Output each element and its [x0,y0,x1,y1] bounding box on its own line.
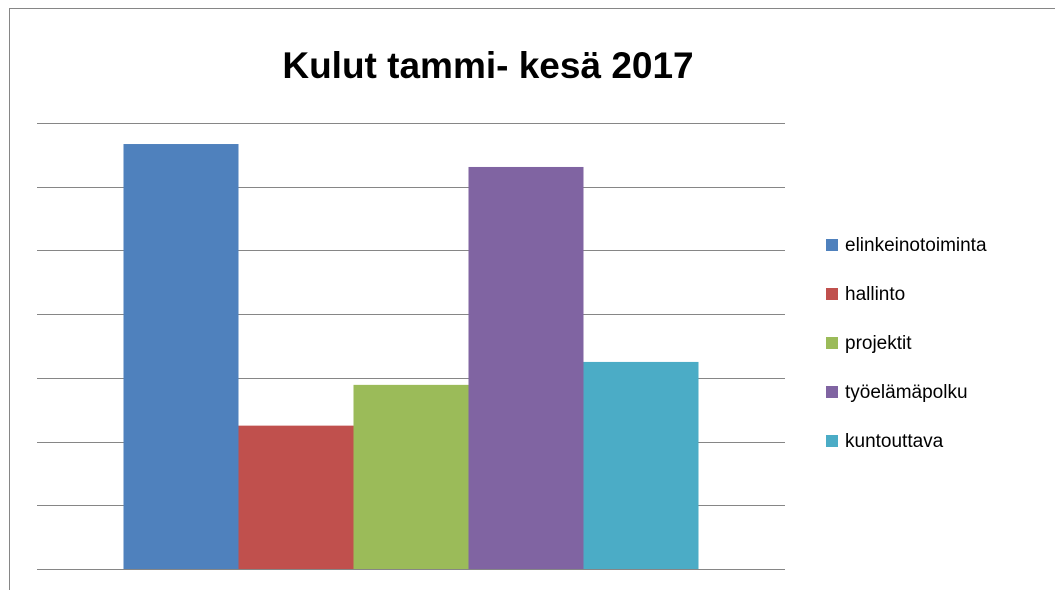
legend-label: kuntouttava [845,431,944,452]
bar [123,144,239,570]
bar [583,361,699,569]
chart-frame [9,8,1055,590]
chart-title: Kulut tammi- kesä 2017 [282,45,693,86]
legend-swatch [826,337,838,349]
bar [468,166,584,569]
legend-label: elinkeinotoiminta [845,235,987,256]
legend-label: hallinto [845,284,905,305]
legend-label: projektit [845,333,912,354]
legend-swatch [826,386,838,398]
legend-swatch [826,288,838,300]
legend-swatch [826,239,838,251]
legend-label: työelämäpolku [845,382,968,403]
legend-swatch [826,435,838,447]
bar [238,425,354,569]
bar [353,384,469,569]
